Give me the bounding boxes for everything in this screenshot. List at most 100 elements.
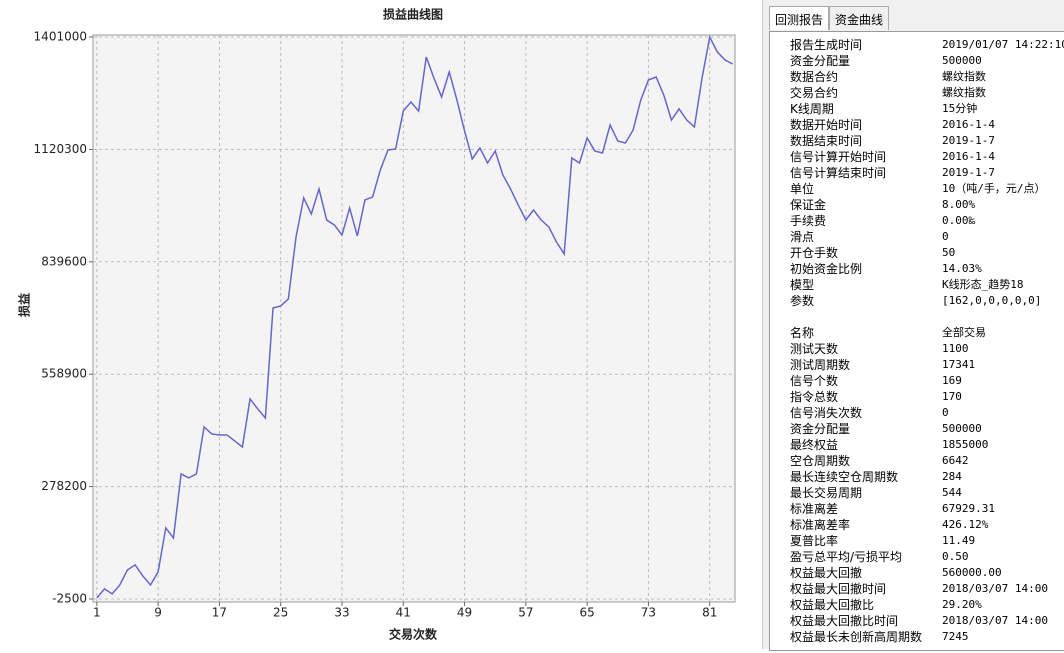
y-tick-label: 839600 (41, 254, 87, 268)
y-tick-label: -2500 (52, 592, 87, 606)
row-key: 信号计算结束时间 (790, 166, 887, 180)
row-key: 信号消失次数 (790, 406, 863, 420)
row-value: 11.49 (942, 534, 976, 547)
row-value: 14.03% (942, 262, 982, 275)
row-value: 560000.00 (942, 566, 1002, 579)
plot-area (92, 34, 736, 603)
y-tick-label: 558900 (41, 367, 87, 381)
row-key: 手续费 (790, 214, 827, 228)
row-key: 资金分配量 (790, 422, 851, 436)
report-table: 报告生成时间 2019/01/07 14:22:10 资金分配量 500000 数据合约… (769, 31, 1064, 651)
row-key: 最长交易周期 (790, 486, 863, 500)
tab[interactable]: 回测报告 (769, 6, 830, 30)
x-axis-label: 交易次数 (389, 627, 438, 642)
row-key: 保证金 (790, 198, 827, 212)
row-value: 15分钟 (942, 102, 978, 115)
row-key: 最终权益 (790, 438, 839, 452)
row-key: 数据结束时间 (790, 134, 863, 148)
row-value: 426.12% (942, 518, 989, 531)
row-value: 6642 (942, 454, 969, 467)
x-tick-label: 73 (641, 606, 656, 620)
row-value: 29.20% (942, 598, 982, 611)
data-line (96, 34, 734, 599)
row-value: 2018/03/07 14:00 (942, 582, 1048, 595)
row-key: 单位 (790, 182, 815, 196)
row-key: 滑点 (790, 230, 815, 244)
row-value: K线形态_趋势18 (942, 278, 1024, 291)
row-value: 螺纹指数 (942, 86, 986, 99)
row-key: 交易合约 (790, 86, 839, 100)
row-key: 资金分配量 (790, 54, 851, 68)
row-value: 2016-1-4 (942, 150, 995, 163)
row-value: 0.50 (942, 550, 969, 563)
row-key: 盈亏总平均/亏损平均 (790, 550, 903, 564)
row-value: 1100 (942, 342, 969, 355)
x-tick-label: 65 (580, 606, 595, 620)
row-value: 2016-1-4 (942, 118, 995, 131)
row-key: 初始资金比例 (790, 262, 863, 276)
chart-title: 损益曲线图 (383, 7, 443, 22)
row-value: 284 (942, 470, 962, 483)
row-value: 544 (942, 486, 962, 499)
row-value: 0 (942, 406, 949, 419)
row-key: 权益最长未创新高周期数 (790, 630, 923, 644)
x-tick-label: 17 (212, 606, 227, 620)
row-key: 权益最大回撤 (790, 566, 863, 580)
row-key: 数据合约 (790, 70, 839, 84)
row-value: 67929.31 (942, 502, 995, 515)
row-key: 名称 (790, 326, 815, 340)
x-tick-label: 9 (154, 606, 162, 620)
row-value: 1855000 (942, 438, 989, 451)
tab[interactable]: 资金曲线 (829, 6, 890, 30)
row-value: 50 (942, 246, 956, 259)
row-value: 7245 (942, 630, 969, 643)
row-value: [162,0,0,0,0,0] (942, 294, 1042, 307)
row-value: 0.00‰ (942, 214, 976, 227)
y-tick-label: 278200 (41, 479, 87, 493)
row-value: 2019-1-7 (942, 134, 995, 147)
row-value: 169 (942, 374, 962, 387)
row-value: 17341 (942, 358, 976, 371)
y-tick-label: 1120300 (34, 142, 87, 156)
x-tick-label: 49 (457, 606, 472, 620)
row-value: 全部交易 (942, 326, 986, 339)
row-key: 权益最大回撤时间 (790, 582, 887, 596)
row-key: 参数 (790, 294, 815, 308)
row-key: 信号计算开始时间 (790, 150, 887, 164)
row-key: 模型 (790, 278, 815, 292)
row-key: 指令总数 (790, 390, 839, 404)
row-key: 权益最大回撤比时间 (790, 614, 899, 628)
report-panel: 回测报告 资金曲线 报告生成时间 2019/01/07 14:22:10 资金分配量 5… (762, 0, 1064, 651)
row-value: 2019/01/07 14:22:10 (942, 38, 1064, 51)
x-tick-label: 81 (702, 606, 717, 620)
row-key: K线周期 (790, 102, 834, 116)
row-key: 测试周期数 (790, 358, 851, 372)
x-tick-label: 57 (518, 606, 533, 620)
x-tick-label: 1 (93, 606, 101, 620)
row-key: 空仓周期数 (790, 454, 851, 468)
y-axis-label: 损益 (17, 293, 32, 317)
row-key: 报告生成时间 (790, 38, 863, 52)
row-value: 8.00% (942, 198, 976, 211)
row-key: 夏普比率 (790, 534, 839, 548)
row-key: 测试天数 (790, 342, 839, 356)
chart: 损益曲线图 交易次数 损益 -2500 278200 558900 839600 112… (17, 7, 736, 642)
row-key: 数据开始时间 (790, 118, 863, 132)
tabs: 回测报告 资金曲线 (769, 6, 890, 30)
row-value: 500000 (942, 422, 982, 435)
row-key: 开仓手数 (790, 246, 839, 260)
row-key: 信号个数 (790, 374, 839, 388)
row-value: 0 (942, 230, 949, 243)
row-value: 10（吨/手，元/点） (942, 182, 1046, 195)
row-value: 170 (942, 390, 962, 403)
row-value: 500000 (942, 54, 982, 67)
row-value: 螺纹指数 (942, 70, 986, 83)
x-tick-label: 41 (396, 606, 411, 620)
y-tick-label: 1401000 (34, 30, 87, 44)
row-key: 权益最大回撤比 (790, 598, 875, 612)
row-value: 2018/03/07 14:00 (942, 614, 1048, 627)
row-key: 标准离差率 (790, 518, 851, 532)
row-key: 最长连续空仓周期数 (790, 470, 899, 484)
x-tick-label: 33 (334, 606, 349, 620)
